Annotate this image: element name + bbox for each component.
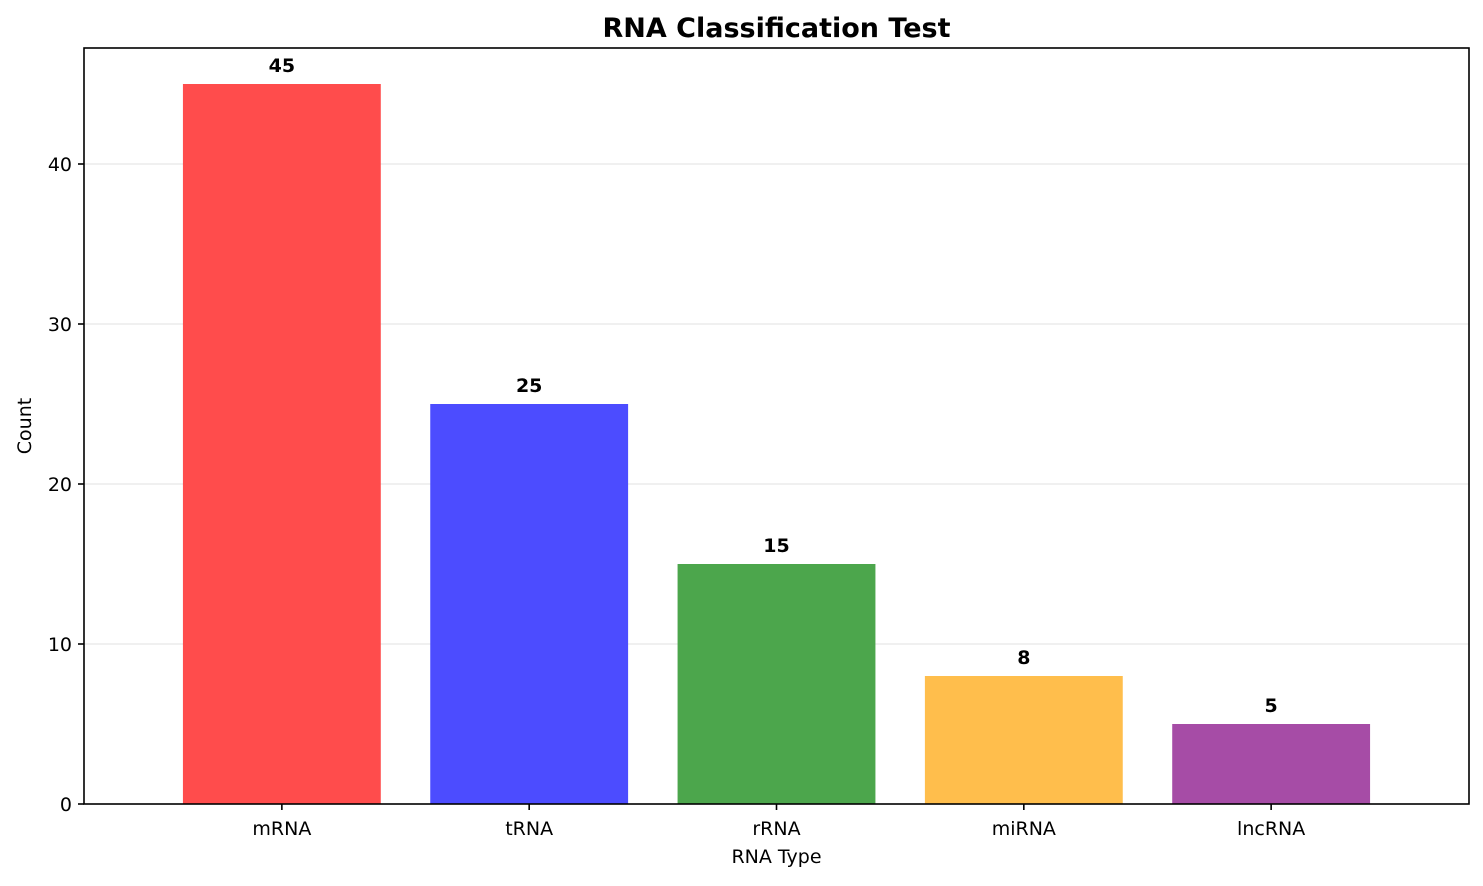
bar-tRNA bbox=[430, 404, 629, 804]
x-tick-label-mRNA: mRNA bbox=[252, 818, 311, 840]
x-tick-label-tRNA: tRNA bbox=[505, 818, 553, 840]
data-label-layer: 45 25 15 8 5 bbox=[269, 55, 1278, 717]
bar-rRNA bbox=[677, 564, 876, 804]
data-label-mRNA: 45 bbox=[269, 55, 295, 77]
x-tick-label-rRNA: rRNA bbox=[752, 818, 800, 840]
chart-title: RNA Classification Test bbox=[602, 13, 950, 44]
y-axis-label: Count bbox=[14, 398, 36, 454]
y-tick-label-2: 20 bbox=[48, 474, 72, 496]
data-label-lncRNA: 5 bbox=[1265, 695, 1278, 717]
x-tick-label-miRNA: miRNA bbox=[992, 818, 1056, 840]
bar-miRNA bbox=[924, 676, 1123, 804]
data-label-rRNA: 15 bbox=[763, 535, 789, 557]
data-label-miRNA: 8 bbox=[1017, 647, 1030, 669]
x-axis-ticks: mRNA tRNA rRNA miRNA lncRNA bbox=[252, 804, 1305, 840]
x-axis-label: RNA Type bbox=[731, 846, 821, 868]
y-tick-label-3: 30 bbox=[48, 314, 72, 336]
y-tick-label-1: 10 bbox=[48, 634, 72, 656]
y-tick-label-0: 0 bbox=[60, 794, 72, 816]
x-tick-label-lncRNA: lncRNA bbox=[1237, 818, 1305, 840]
y-axis-ticks: 0 10 20 30 40 bbox=[48, 154, 84, 816]
bar-layer bbox=[182, 84, 1371, 804]
data-label-tRNA: 25 bbox=[516, 375, 542, 397]
bar-lncRNA bbox=[1172, 724, 1371, 804]
y-tick-label-4: 40 bbox=[48, 154, 72, 176]
bar-mRNA bbox=[182, 84, 381, 804]
